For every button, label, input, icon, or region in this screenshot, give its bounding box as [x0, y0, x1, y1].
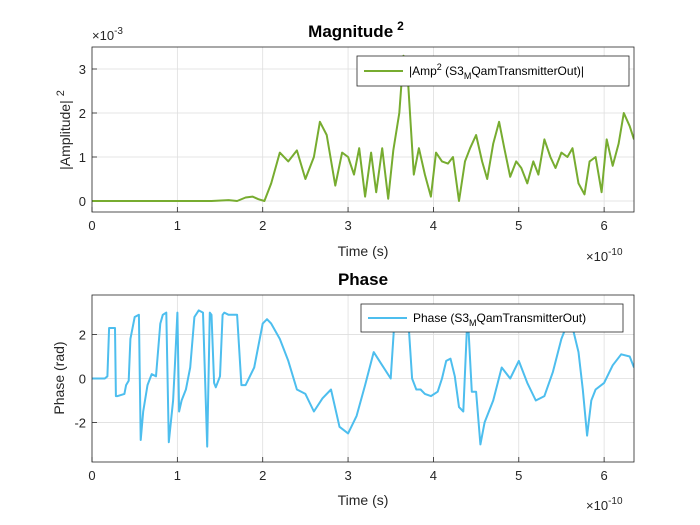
magnitude-x-tick-label: 4: [430, 218, 437, 233]
magnitude-legend-label: |Amp2 (S3MQamTransmitterOut)|: [409, 62, 584, 81]
magnitude-x-ticks: 0 1 2 3 4 5 6: [88, 207, 608, 233]
phase-x-tick-label: 3: [344, 468, 351, 483]
magnitude-legend: |Amp2 (S3MQamTransmitterOut)|: [356, 55, 630, 87]
phase-x-tick-label: 6: [601, 468, 608, 483]
phase-series-line: [92, 305, 634, 448]
magnitude-x-tick-label: 2: [259, 218, 266, 233]
magnitude-plot: Magnitude 2 ×10-3 0 1 2 3 4 5 6 0 1 2 3 Time (s) |…: [55, 19, 635, 264]
magnitude-xlabel: Time (s): [338, 243, 389, 259]
phase-x-tick-label: 5: [515, 468, 522, 483]
y-exponent-label: ×10-3: [92, 26, 123, 43]
phase-axes-border: [91, 294, 635, 463]
magnitude-x-tick-label: 5: [515, 218, 522, 233]
magnitude-x-tick-label: 3: [344, 218, 351, 233]
phase-y-tick-label: 2: [79, 328, 86, 343]
phase-xlabel: Time (s): [338, 492, 389, 508]
magnitude-y-tick-label: 2: [79, 106, 86, 121]
magnitude-y-tick-label: 3: [79, 62, 86, 77]
magnitude-y-tick-label: 0: [79, 194, 86, 209]
magnitude-title: Magnitude 2: [308, 19, 404, 41]
phase-x-tick-label: 4: [430, 468, 437, 483]
phase-x-ticks: 0 1 2 3 4 5 6: [88, 457, 608, 483]
phase-y-tick-label: 0: [79, 372, 86, 387]
phase-x-tick-label: 1: [174, 468, 181, 483]
magnitude-x-tick-label: 6: [601, 218, 608, 233]
magnitude-ylabel: |Amplitude|2: [55, 90, 73, 170]
phase-legend-label: Phase (S3MQamTransmitterOut): [413, 311, 586, 328]
phase-y-tick-label: -2: [74, 415, 86, 430]
magnitude-y-tick-label: 1: [79, 150, 86, 165]
magnitude-axes-border: [91, 46, 635, 213]
magnitude-x-exponent-label: ×10-10: [586, 247, 623, 264]
phase-title: Phase: [338, 270, 388, 289]
phase-x-tick-label: 2: [259, 468, 266, 483]
phase-legend: Phase (S3MQamTransmitterOut): [360, 303, 624, 333]
magnitude-x-tick-label: 1: [174, 218, 181, 233]
phase-x-tick-label: 0: [88, 468, 95, 483]
magnitude-series-line: [92, 54, 634, 202]
phase-x-exponent-label: ×10-10: [586, 496, 623, 513]
phase-ylabel: Phase (rad): [51, 341, 67, 414]
magnitude-x-tick-label: 0: [88, 218, 95, 233]
